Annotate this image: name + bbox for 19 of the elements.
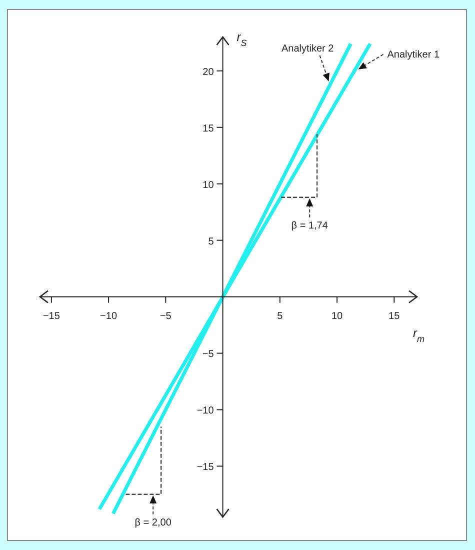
x-tick-label: 5 <box>277 310 284 322</box>
y-tick-label: 20 <box>202 66 214 78</box>
x-tick-label: −15 <box>42 310 60 322</box>
y-tick-label: 10 <box>202 180 214 191</box>
x-tick-label: −10 <box>100 310 118 322</box>
x-tick-label: −5 <box>160 310 172 322</box>
x-tick-label: 10 <box>331 310 344 322</box>
y-tick-label: −10 <box>196 406 214 417</box>
annotation: β = 2,00 <box>134 517 172 528</box>
x-tick-label: 15 <box>388 310 400 322</box>
y-tick-label: −15 <box>196 462 214 474</box>
annotation: β = 1,74 <box>291 220 328 232</box>
series-label: Analytiker 1 <box>387 49 440 60</box>
y-axis-title: r$_{S}$ <box>236 30 247 48</box>
y-tick-label: −5 <box>202 349 214 360</box>
x-axis-title: r$_{m}$ <box>413 326 425 344</box>
y-tick-label: 15 <box>202 123 214 134</box>
y-tick-label: 5 <box>208 236 214 248</box>
series-label: Analytiker 2 <box>281 43 334 54</box>
